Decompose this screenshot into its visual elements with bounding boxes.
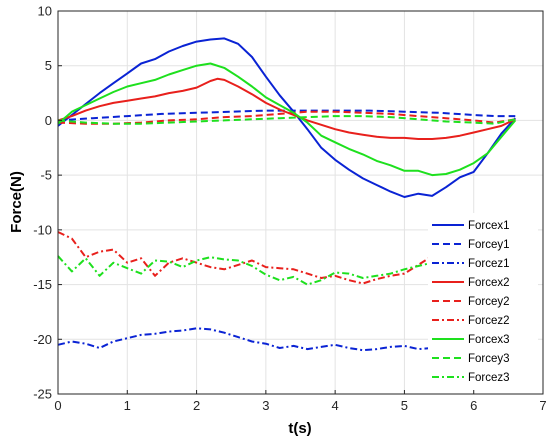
x-tick-label: 4 xyxy=(332,398,339,413)
y-tick-label: -10 xyxy=(33,222,52,237)
y-tick-label: 5 xyxy=(45,58,52,73)
legend-label: Forcex2 xyxy=(468,277,510,289)
y-axis-label: Force(N) xyxy=(8,171,25,233)
plot-frame xyxy=(57,10,544,395)
legend: Forcex1 Forcey1 Forcez1 Forcex2 Forcey2 Force… xyxy=(428,213,538,390)
y-tick-label: 10 xyxy=(38,4,52,19)
x-tick-label: 6 xyxy=(470,398,477,413)
series-line-forcez1 xyxy=(57,327,516,354)
x-tick-label: 0 xyxy=(54,398,61,413)
legend-label: Forcex3 xyxy=(468,334,510,346)
series-line-forcex3 xyxy=(57,62,517,177)
legend-label: Forcey3 xyxy=(468,353,510,365)
x-tick-label: 1 xyxy=(124,398,131,413)
legend-label: Forcez2 xyxy=(468,315,510,327)
legend-label: Forcey2 xyxy=(468,296,510,308)
x-axis-label: t(s) xyxy=(288,420,311,437)
series-line-forcez2 xyxy=(57,231,516,285)
x-tick-label: 2 xyxy=(193,398,200,413)
series-line-forcex2 xyxy=(57,77,516,140)
y-tick-label: -20 xyxy=(33,332,52,347)
legend-label: Forcex1 xyxy=(468,220,510,232)
series-line-forcey3 xyxy=(57,115,516,125)
y-tick-label: 0 xyxy=(45,113,52,128)
x-tick-label: 3 xyxy=(262,398,269,413)
y-tick-label: -25 xyxy=(33,387,52,402)
legend-label: Forcey1 xyxy=(468,239,510,251)
x-tick-label: 7 xyxy=(539,398,546,413)
legend-label: Forcez3 xyxy=(468,372,510,384)
x-tick-label: 5 xyxy=(401,398,408,413)
legend-label: Forcez1 xyxy=(468,258,510,270)
y-tick-label: -5 xyxy=(40,168,52,183)
axis-ticks: 0 1 2 3 4 5 6 7 -25 -20 -15 -10 -5 0 5 10 xyxy=(33,4,546,414)
y-tick-label: -15 xyxy=(33,277,52,292)
series-line-forcey1 xyxy=(57,109,516,122)
series-line-forcex1 xyxy=(57,37,517,198)
